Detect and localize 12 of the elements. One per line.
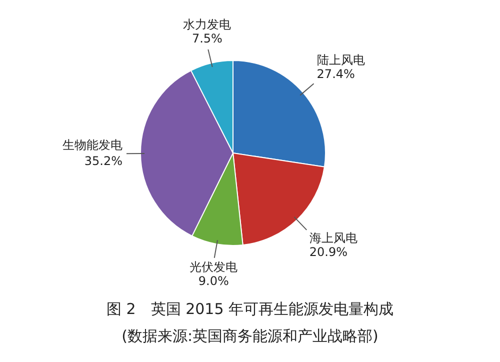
data-label: 27.4% — [316, 67, 355, 82]
slice-label: 海上风电 — [309, 230, 358, 245]
data-label: 9.0% — [198, 274, 229, 288]
slice-label: 光伏发电 — [190, 260, 238, 274]
text: 图 2 英国 2015 年可再生能源发电量构成 — [105, 300, 395, 319]
text: (数据来源:英国商务能源和产业战略部) — [120, 327, 380, 346]
data-label: 20.9% — [309, 244, 348, 259]
slice-label: 陆上风电 — [316, 53, 365, 68]
data-label: 7.5% — [192, 32, 222, 46]
slice-label: 生物能发电 — [62, 138, 122, 152]
slice-label: 水力发电 — [183, 18, 232, 32]
data-label: 35.2% — [84, 154, 122, 168]
